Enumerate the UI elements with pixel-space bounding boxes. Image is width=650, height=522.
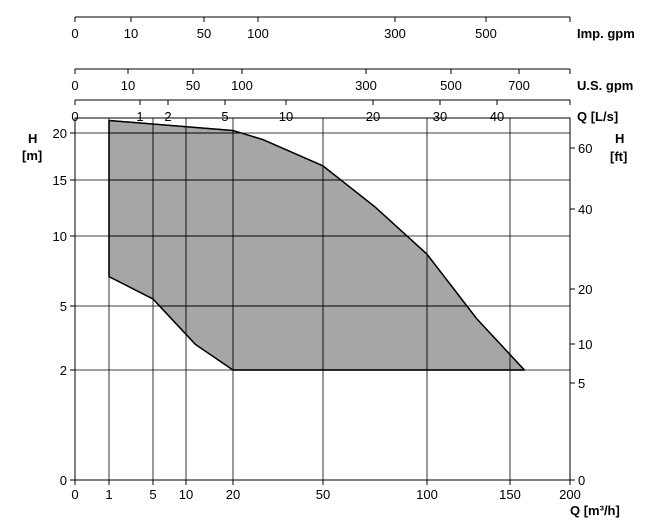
- top-scale-tick-label: 0: [71, 78, 78, 93]
- y-tick-label-left: 10: [53, 229, 67, 244]
- top-scale-tick-label: 1: [136, 109, 143, 124]
- y-tick-label-left: 0: [60, 473, 67, 488]
- top-scale-tick-label: 300: [384, 26, 406, 41]
- x-tick-label: 20: [226, 487, 240, 502]
- top-scale-tick-label: 50: [186, 78, 200, 93]
- top-scale-tick-label: 0: [71, 26, 78, 41]
- top-scale-tick-label: 30: [433, 109, 447, 124]
- top-scale-tick-label: 20: [366, 109, 380, 124]
- y-axis-title-left-line2: [m]: [22, 148, 42, 163]
- top-scale-tick-label: 100: [231, 78, 253, 93]
- y-tick-label-left: 20: [53, 126, 67, 141]
- performance-area-outline: [108, 119, 526, 371]
- top-scale-tick-label: 300: [355, 78, 377, 93]
- y-axis-title-right-line1: H: [615, 131, 624, 146]
- top-scale-tick-label: 100: [247, 26, 269, 41]
- top-scale-tick-label: 2: [164, 109, 171, 124]
- top-scale-tick-label: 10: [124, 26, 138, 41]
- top-scale-tick-label: 500: [440, 78, 462, 93]
- y-axis-title-right-line2: [ft]: [610, 149, 627, 164]
- x-axis-title: Q [m³/h]: [570, 503, 620, 518]
- x-tick-label: 1: [105, 487, 112, 502]
- axis-labels: H [m] H [ft] Q [m³/h]: [22, 131, 627, 518]
- top-scale-tick-label: 700: [508, 78, 530, 93]
- y-tick-label-right: 40: [578, 202, 592, 217]
- y-tick-label-right: 20: [578, 282, 592, 297]
- y-tick-label-right: 60: [578, 141, 592, 156]
- x-tick-label: 0: [71, 487, 78, 502]
- y-tick-label-left: 2: [60, 363, 67, 378]
- top-scale-tick-label: 50: [197, 26, 211, 41]
- top-scale-tick-label: 500: [475, 26, 497, 41]
- top-scale-tick-label: 5: [221, 109, 228, 124]
- top-scale-tick-label: 40: [490, 109, 504, 124]
- x-tick-label: 5: [149, 487, 156, 502]
- y-tick-label-right: 10: [578, 337, 592, 352]
- performance-area-polygon: [108, 119, 526, 371]
- x-tick-label: 10: [179, 487, 193, 502]
- y-tick-label-right: 0: [578, 473, 585, 488]
- x-tick-label: 100: [416, 487, 438, 502]
- x-tick-label: 200: [559, 487, 581, 502]
- x-tick-label: 50: [316, 487, 330, 502]
- top-scale-label: U.S. gpm: [577, 78, 633, 93]
- top-scale-tick-label: 10: [279, 109, 293, 124]
- y-tick-label-left: 5: [60, 299, 67, 314]
- top-scale-label: Q [L/s]: [577, 109, 618, 124]
- top-scale-label: Imp. gpm: [577, 26, 635, 41]
- x-tick-label: 150: [499, 487, 521, 502]
- y-axis-title-left-line1: H: [28, 131, 37, 146]
- top-scale-tick-label: 0: [71, 109, 78, 124]
- performance-range-area: [108, 119, 526, 371]
- y-tick-label-left: 15: [53, 173, 67, 188]
- y-tick-label-right: 5: [578, 376, 585, 391]
- top-scale-tick-label: 10: [121, 78, 135, 93]
